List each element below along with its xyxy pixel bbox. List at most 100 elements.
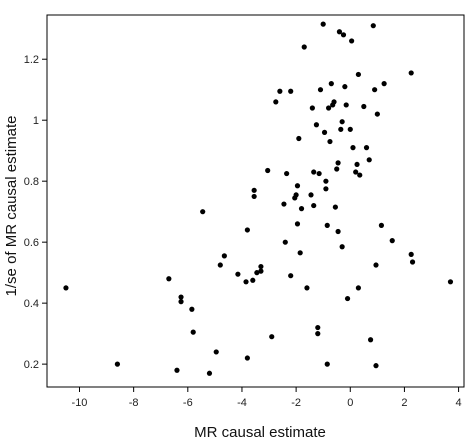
data-point	[328, 81, 334, 87]
data-point	[308, 192, 314, 198]
x-tick-label: -6	[183, 397, 193, 409]
data-point	[258, 268, 264, 274]
data-point	[114, 361, 121, 367]
data-point	[298, 206, 305, 212]
data-point	[366, 157, 372, 163]
x-tick-label: -2	[291, 397, 301, 409]
data-point	[340, 32, 347, 38]
data-point	[347, 126, 353, 132]
data-point	[174, 367, 180, 373]
data-point	[373, 363, 379, 369]
data-point	[408, 251, 414, 257]
data-point	[273, 99, 279, 105]
data-point	[265, 167, 271, 174]
y-axis-ticks: 0.2 0.4 0.6 0.8 1 1.2	[24, 54, 47, 371]
data-point	[338, 126, 344, 132]
y-tick-label: 0.8	[24, 176, 39, 188]
data-point	[321, 129, 328, 135]
data-point	[250, 277, 256, 283]
data-point	[339, 244, 345, 250]
data-point	[335, 160, 341, 166]
data-point	[213, 349, 219, 355]
data-point	[331, 99, 337, 105]
data-point	[327, 138, 333, 145]
data-point	[315, 324, 321, 331]
data-point	[378, 222, 385, 228]
data-point	[288, 273, 294, 279]
data-point	[336, 29, 343, 35]
data-point	[323, 178, 329, 184]
y-tick-label: 1.2	[24, 54, 39, 66]
data-point	[258, 263, 264, 270]
plot-frame	[46, 14, 465, 388]
data-point	[355, 285, 361, 291]
y-axis-title: 1/se of MR causal estimate	[3, 116, 20, 297]
data-point	[251, 193, 257, 200]
data-point	[326, 105, 332, 111]
data-point	[304, 285, 310, 291]
data-point	[244, 227, 250, 233]
data-points	[63, 21, 454, 376]
data-point	[344, 295, 351, 302]
y-tick-label: 0.2	[24, 359, 39, 371]
data-point	[281, 201, 287, 207]
data-point	[357, 172, 363, 178]
data-point	[370, 23, 376, 29]
x-axis-title: MR causal estimate	[194, 424, 326, 441]
y-tick-label: 0.6	[24, 237, 39, 249]
data-point	[189, 306, 195, 312]
data-point	[389, 238, 395, 244]
data-point	[373, 262, 379, 268]
data-point	[221, 253, 227, 259]
data-point	[374, 111, 380, 117]
data-point	[178, 294, 184, 300]
data-point	[372, 87, 378, 93]
data-point	[294, 221, 301, 227]
data-point	[323, 186, 329, 192]
data-point	[317, 87, 324, 93]
data-point	[166, 276, 172, 282]
data-point	[277, 88, 283, 94]
data-point	[206, 370, 213, 376]
data-point	[311, 202, 317, 209]
data-point	[342, 84, 348, 90]
x-tick-label: -8	[129, 397, 139, 409]
data-point	[313, 122, 320, 128]
data-point	[354, 161, 360, 168]
data-point	[350, 145, 356, 151]
data-point	[269, 334, 275, 340]
data-point	[315, 331, 321, 337]
data-point	[309, 105, 315, 111]
data-point	[301, 44, 307, 50]
data-point	[63, 285, 69, 291]
x-axis-ticks: -10 -8 -6 -4 -2 0 2 4	[72, 387, 462, 409]
data-point	[178, 299, 184, 305]
data-point	[288, 88, 294, 94]
data-point	[363, 145, 370, 151]
data-point	[254, 270, 260, 276]
x-tick-label: -4	[237, 397, 247, 409]
data-point	[343, 102, 349, 108]
data-point	[332, 204, 338, 210]
data-point	[447, 279, 454, 285]
data-point	[284, 170, 290, 177]
data-point	[200, 209, 206, 215]
x-tick-label: 2	[401, 397, 407, 409]
data-point	[320, 21, 326, 27]
data-point	[355, 71, 361, 78]
data-point	[251, 187, 257, 193]
data-point	[294, 183, 301, 189]
data-point	[324, 222, 330, 228]
data-point	[293, 192, 299, 198]
data-point	[311, 169, 317, 175]
x-tick-label: 4	[456, 397, 462, 409]
data-point	[243, 279, 249, 285]
data-point	[190, 329, 196, 335]
data-point	[297, 250, 303, 256]
data-point	[339, 119, 345, 125]
data-point	[408, 70, 414, 76]
x-tick-label: 0	[347, 397, 353, 409]
data-point	[335, 228, 341, 235]
data-point	[282, 239, 288, 245]
